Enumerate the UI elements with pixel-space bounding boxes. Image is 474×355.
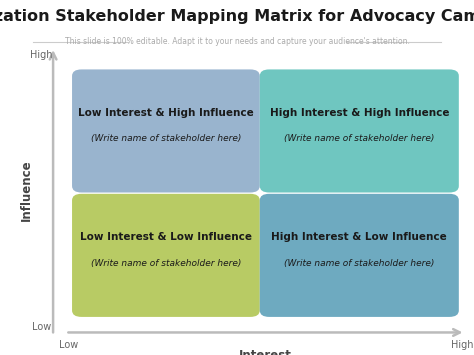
Text: (Write name of stakeholder here): (Write name of stakeholder here)	[91, 259, 241, 268]
FancyBboxPatch shape	[72, 70, 260, 192]
Text: This slide is 100% editable. Adapt it to your needs and capture your audience's : This slide is 100% editable. Adapt it to…	[64, 37, 410, 46]
Text: Low: Low	[59, 340, 78, 350]
Text: (Write name of stakeholder here): (Write name of stakeholder here)	[284, 134, 435, 143]
Text: Low Interest & High Influence: Low Interest & High Influence	[78, 108, 254, 118]
Text: Low: Low	[32, 322, 51, 332]
FancyBboxPatch shape	[260, 194, 459, 317]
Text: High: High	[451, 340, 474, 350]
Text: Interest: Interest	[239, 349, 292, 355]
FancyBboxPatch shape	[260, 70, 459, 192]
Text: (Write name of stakeholder here): (Write name of stakeholder here)	[284, 259, 435, 268]
Text: High: High	[30, 50, 53, 60]
Text: High Interest & Low Influence: High Interest & Low Influence	[272, 232, 447, 242]
Text: Organization Stakeholder Mapping Matrix for Advocacy Campaigns: Organization Stakeholder Mapping Matrix …	[0, 9, 474, 24]
FancyBboxPatch shape	[72, 194, 260, 317]
Text: Influence: Influence	[20, 159, 33, 221]
Text: (Write name of stakeholder here): (Write name of stakeholder here)	[91, 134, 241, 143]
Text: Low Interest & Low Influence: Low Interest & Low Influence	[80, 232, 252, 242]
Text: High Interest & High Influence: High Interest & High Influence	[270, 108, 449, 118]
